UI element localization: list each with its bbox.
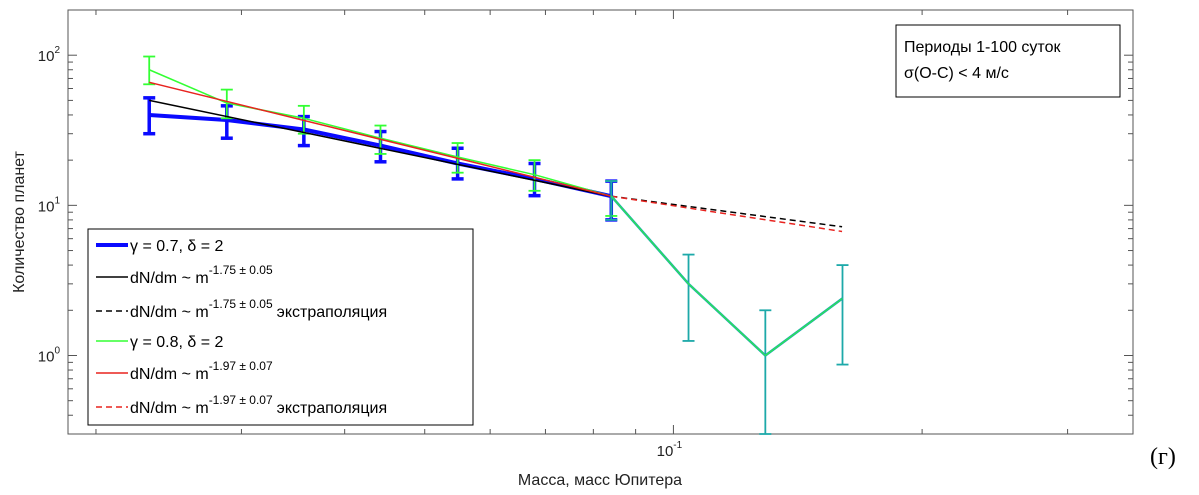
legend-frame [87, 228, 474, 426]
legend-label-fit197-extrap: dN/dm ~ m-1.97 ± 0.07 экстраполяция [130, 393, 387, 417]
annotation-box: Периоды 1-100 суток σ(O-C) < 4 м/с [895, 24, 1121, 98]
x-tick-label: 10-1 [657, 440, 683, 460]
series-line [610, 195, 844, 357]
annotation-line-1: Периоды 1-100 суток [904, 39, 1061, 56]
y-tick-labels: 100 101 102 [38, 45, 61, 365]
x-tick-labels: 10-1 [657, 440, 683, 460]
series-line [611, 195, 843, 228]
legend-label-fit175-extrap: dN/dm ~ m-1.75 ± 0.05 экстраполяция [130, 297, 387, 321]
panel-letter: (г) [1150, 444, 1176, 470]
y-axis-label: Количество планет [11, 150, 28, 292]
y-tick-label: 101 [38, 195, 61, 215]
legend: γ = 0.7, δ = 2 dN/dm ~ m-1.75 ± 0.05 dN/… [87, 228, 474, 426]
legend-label-fit197: dN/dm ~ m-1.97 ± 0.07 [130, 359, 273, 383]
errorbar [605, 180, 618, 221]
series-line [149, 99, 612, 197]
x-axis-label: Масса, масс Юпитера [518, 472, 682, 489]
annotation-line-2: σ(O-C) < 4 м/с [904, 65, 1009, 82]
series-line [611, 195, 843, 233]
y-tick-label: 102 [38, 45, 61, 65]
annotation-frame [895, 24, 1121, 98]
errorbar [682, 253, 695, 342]
chart-marks [143, 55, 849, 435]
legend-label-fit175: dN/dm ~ m-1.75 ± 0.05 [130, 263, 273, 287]
axis-ticks [68, 9, 1133, 435]
errorbar [220, 88, 233, 120]
series-line [149, 81, 612, 197]
series-line-tail-highlight [610, 195, 843, 356]
y-tick-label: 100 [38, 345, 61, 365]
legend-label-gamma07: γ = 0.7, δ = 2 [130, 238, 224, 255]
plot-area-frame [67, 9, 1134, 435]
errorbar [836, 264, 849, 366]
legend-label-gamma08: γ = 0.8, δ = 2 [130, 334, 224, 351]
errorbar [759, 309, 772, 435]
